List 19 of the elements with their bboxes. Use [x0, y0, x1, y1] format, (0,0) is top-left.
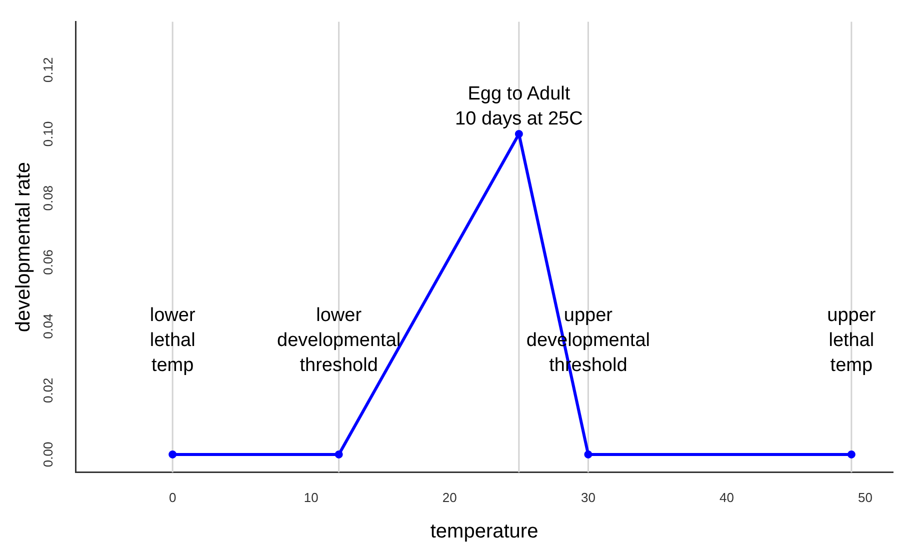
x-axis-title: temperature	[430, 520, 538, 543]
annotation: lower developmental threshold	[277, 304, 401, 376]
x-tick-label: 30	[580, 490, 596, 505]
annotation: Egg to Adult 10 days at 25C	[455, 83, 583, 130]
y-tick-label: 0.10	[40, 121, 56, 147]
y-tick-label: 0.06	[40, 250, 56, 275]
y-tick-label: 0.08	[40, 185, 56, 211]
annotation: upper lethal temp	[827, 304, 876, 376]
y-tick-label: 0.00	[40, 442, 56, 468]
x-tick-label: 10	[304, 490, 318, 505]
x-tick-label: 50	[858, 490, 873, 505]
x-tick-label: 0	[168, 490, 176, 505]
x-tick-label: 40	[720, 490, 734, 505]
annotation: lower lethal temp	[150, 304, 196, 376]
y-tick-label: 0.04	[40, 314, 56, 339]
y-tick-label: 0.02	[40, 378, 56, 404]
y-tick-label: 0.12	[40, 57, 56, 83]
x-tick-label: 20	[442, 490, 457, 505]
y-axis-title: developmental rate	[12, 162, 35, 332]
